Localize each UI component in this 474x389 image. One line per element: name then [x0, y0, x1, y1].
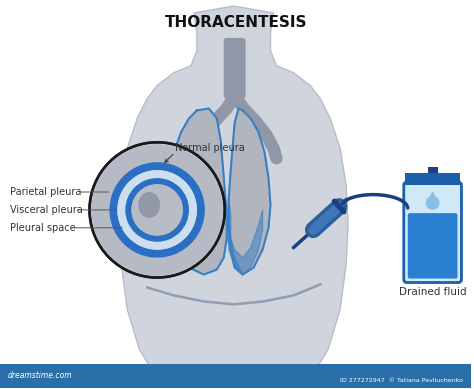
Bar [428, 167, 438, 173]
Polygon shape [227, 198, 243, 275]
Bar [0, 364, 472, 388]
Text: dreamstime.com: dreamstime.com [8, 371, 73, 380]
FancyBboxPatch shape [404, 182, 462, 282]
Text: ID 277272947  © Tatiana Pavliuchenko: ID 277272947 © Tatiana Pavliuchenko [340, 378, 464, 384]
Ellipse shape [138, 192, 160, 218]
FancyBboxPatch shape [408, 213, 457, 279]
Polygon shape [229, 109, 271, 275]
Circle shape [90, 142, 225, 277]
Text: Pleural space: Pleural space [10, 223, 75, 233]
Wedge shape [109, 162, 205, 258]
Polygon shape [167, 109, 227, 275]
Wedge shape [125, 178, 189, 242]
Wedge shape [118, 170, 197, 250]
Text: Drained fluid: Drained fluid [399, 287, 466, 298]
Text: Visceral pleura: Visceral pleura [10, 205, 82, 215]
Text: Parietal pleura: Parietal pleura [10, 187, 82, 197]
Text: THORACENTESIS: THORACENTESIS [164, 15, 307, 30]
PathPatch shape [119, 6, 348, 389]
Polygon shape [229, 210, 263, 275]
FancyBboxPatch shape [224, 38, 246, 98]
Text: Normal pleura: Normal pleura [175, 143, 245, 153]
Wedge shape [91, 144, 223, 275]
Polygon shape [428, 191, 438, 200]
Circle shape [426, 196, 439, 210]
Bar [405, 173, 460, 185]
Circle shape [131, 184, 183, 236]
